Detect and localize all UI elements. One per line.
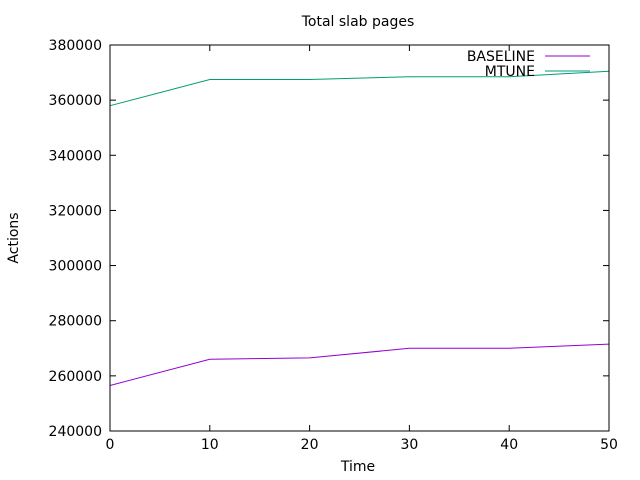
y-tick-label: 360000 <box>49 93 102 109</box>
x-tick-label: 50 <box>600 437 618 453</box>
x-tick-label: 30 <box>400 437 418 453</box>
y-tick-label: 300000 <box>49 259 102 275</box>
series-line-mtune <box>109 70 610 107</box>
y-tick-label: 380000 <box>49 38 102 54</box>
y-tick-label: 240000 <box>49 424 102 440</box>
x-tick-label: 20 <box>301 437 319 453</box>
x-axis-label: Time <box>340 459 375 475</box>
axes: 0 10 20 30 40 50 240000 260000 280000 300000 32000… <box>49 38 618 453</box>
y-tick-label: 320000 <box>49 203 102 219</box>
chart-title: Total slab pages <box>301 14 415 30</box>
y-axis-label: Actions <box>6 212 22 263</box>
y-tick-label: 260000 <box>49 369 102 385</box>
x-tick-label: 10 <box>201 437 219 453</box>
y-tick-label: 340000 <box>49 148 102 164</box>
plot-frame <box>109 44 610 432</box>
x-tick-label: 0 <box>106 437 115 453</box>
y-tick-label: 280000 <box>49 314 102 330</box>
plot-area <box>109 70 610 386</box>
series-line-baseline <box>109 343 610 386</box>
x-tick-label: 40 <box>500 437 518 453</box>
legend-label-baseline: BASELINE <box>467 49 535 65</box>
legend-label-mtune: MTUNE <box>485 64 535 80</box>
